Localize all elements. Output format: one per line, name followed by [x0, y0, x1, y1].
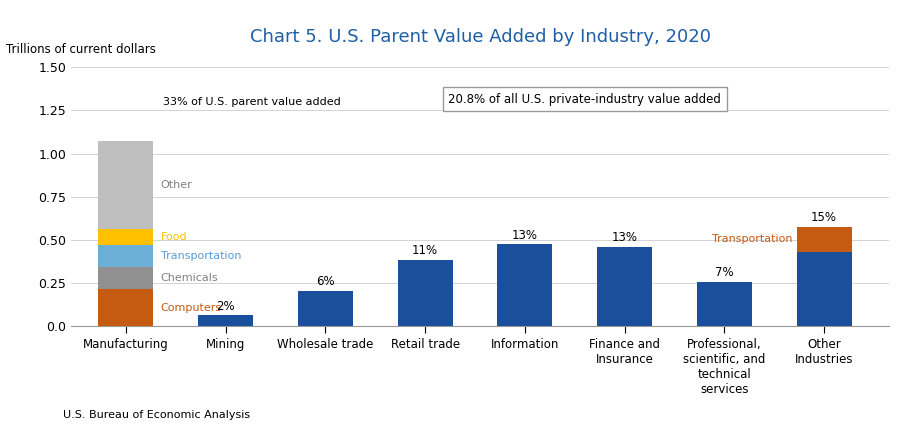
Text: Transportation: Transportation [711, 234, 791, 244]
Bar [98, 267, 154, 289]
Text: Transportation: Transportation [161, 251, 241, 261]
Text: 33% of U.S. parent value added: 33% of U.S. parent value added [163, 98, 340, 108]
Text: 2%: 2% [216, 300, 235, 312]
Text: 7%: 7% [714, 266, 733, 279]
Text: Computers: Computers [161, 303, 222, 313]
Bar [796, 252, 851, 326]
Bar [497, 244, 552, 326]
Text: U.S. Bureau of Economic Analysis: U.S. Bureau of Economic Analysis [63, 410, 250, 420]
Text: 13%: 13% [611, 232, 637, 244]
Text: 6%: 6% [316, 276, 334, 288]
Text: Food: Food [161, 232, 187, 242]
Bar [397, 260, 452, 326]
Text: 13%: 13% [511, 229, 537, 242]
Bar [98, 245, 154, 267]
Text: Chemicals: Chemicals [161, 273, 219, 283]
Bar [98, 289, 154, 326]
Bar [597, 247, 651, 326]
Text: 20.8% of all U.S. private-industry value added: 20.8% of all U.S. private-industry value… [448, 92, 721, 106]
Bar [98, 142, 154, 229]
Title: Chart 5. U.S. Parent Value Added by Industry, 2020: Chart 5. U.S. Parent Value Added by Indu… [249, 28, 710, 46]
Bar [796, 226, 851, 252]
Text: 11%: 11% [412, 244, 438, 257]
Bar [696, 282, 751, 326]
Text: Other: Other [161, 180, 192, 190]
Bar [298, 291, 352, 326]
Text: 15%: 15% [810, 211, 836, 224]
Bar [198, 315, 253, 326]
Bar [98, 229, 154, 245]
Text: Trillions of current dollars: Trillions of current dollars [5, 43, 155, 56]
